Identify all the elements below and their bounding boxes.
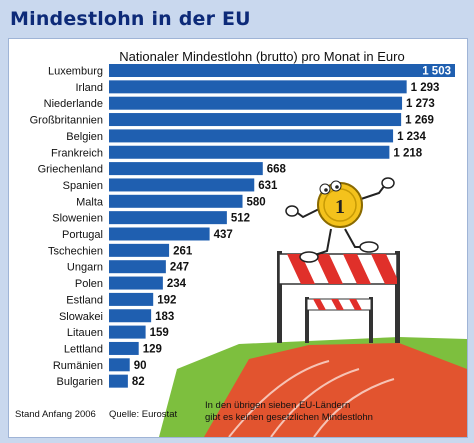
bar-group: Luxemburg 1 503 Irland 1 293 Niederlande 1 27… [30, 64, 455, 388]
bar [109, 358, 130, 372]
value-label: 129 [143, 343, 162, 355]
page-title: Mindestlohn in der EU [10, 8, 251, 30]
bar [109, 292, 154, 306]
category-label: Ungarn [67, 262, 103, 274]
category-label: Belgien [66, 131, 103, 143]
value-label: 247 [170, 262, 189, 274]
category-label: Malta [76, 196, 104, 208]
bar [109, 178, 255, 192]
value-label: 159 [150, 327, 169, 339]
bar [109, 113, 402, 127]
value-label: 1 293 [411, 82, 440, 94]
value-label: 512 [231, 213, 250, 225]
category-label: Polen [75, 278, 103, 290]
chart-subtitle: Nationaler Mindestlohn (brutto) pro Mona… [119, 49, 404, 64]
value-label: 1 273 [406, 98, 435, 110]
bar [109, 211, 227, 225]
value-label: 261 [173, 245, 193, 257]
value-label: 192 [157, 294, 176, 306]
bar [109, 341, 139, 355]
value-label: 234 [167, 278, 187, 290]
footer: Stand Anfang 2006 Quelle: Eurostat In de… [15, 400, 373, 423]
footer-note-line1: In den übrigen sieben EU-Ländern [205, 400, 350, 411]
bar [109, 227, 210, 241]
illustration: 1 [159, 177, 467, 437]
chart-panel: 1 Nationaler Mindestlohn (brutto) pro Mo… [8, 38, 468, 438]
running-coin: 1 [285, 177, 395, 263]
category-label: Lettland [64, 343, 103, 355]
bar [109, 276, 163, 290]
value-label: 631 [258, 180, 278, 192]
bar [109, 325, 146, 339]
category-label: Spanien [63, 180, 103, 192]
coin-label: 1 [335, 196, 345, 218]
category-label: Portugal [62, 229, 103, 241]
category-label: Großbritannien [30, 115, 103, 127]
category-label: Niederlande [44, 98, 103, 110]
bar [109, 194, 243, 208]
bar [109, 309, 152, 323]
category-label: Griechenland [38, 164, 103, 176]
value-label: 82 [132, 376, 145, 388]
value-label: 437 [214, 229, 233, 241]
bar [109, 145, 390, 159]
value-label: 1 269 [405, 115, 434, 127]
category-label: Irland [75, 82, 103, 94]
category-label: Luxemburg [48, 66, 103, 78]
category-label: Slowakei [59, 311, 103, 323]
footer-source: Quelle: Eurostat [109, 409, 177, 420]
value-label: 668 [267, 164, 287, 176]
category-label: Frankreich [51, 147, 103, 159]
category-label: Bulgarien [57, 376, 103, 388]
hurdle [277, 251, 400, 343]
category-label: Rumänien [53, 360, 103, 372]
value-label: 1 234 [397, 131, 426, 143]
value-label: 90 [134, 360, 147, 372]
running-track [204, 343, 467, 437]
category-label: Slowenien [52, 213, 103, 225]
bar [109, 96, 403, 110]
bar [109, 260, 166, 274]
category-label: Tschechien [48, 245, 103, 257]
bar [109, 162, 263, 176]
value-label: 1 218 [393, 147, 422, 159]
bar [109, 243, 170, 257]
bar [109, 374, 128, 388]
value-label: 1 503 [422, 66, 451, 78]
footer-date: Stand Anfang 2006 [15, 409, 96, 420]
bar [109, 80, 407, 94]
bar [109, 64, 455, 77]
value-label: 580 [247, 196, 266, 208]
track-lines [228, 360, 395, 437]
category-label: Litauen [67, 327, 103, 339]
bar [109, 129, 394, 143]
category-label: Estland [66, 294, 103, 306]
bar-chart: 1 Nationaler Mindestlohn (brutto) pro Mo… [15, 49, 467, 437]
value-label: 183 [155, 311, 174, 323]
footer-note-line2: gibt es keinen gesetzlichen Mindestlohn [205, 412, 373, 423]
